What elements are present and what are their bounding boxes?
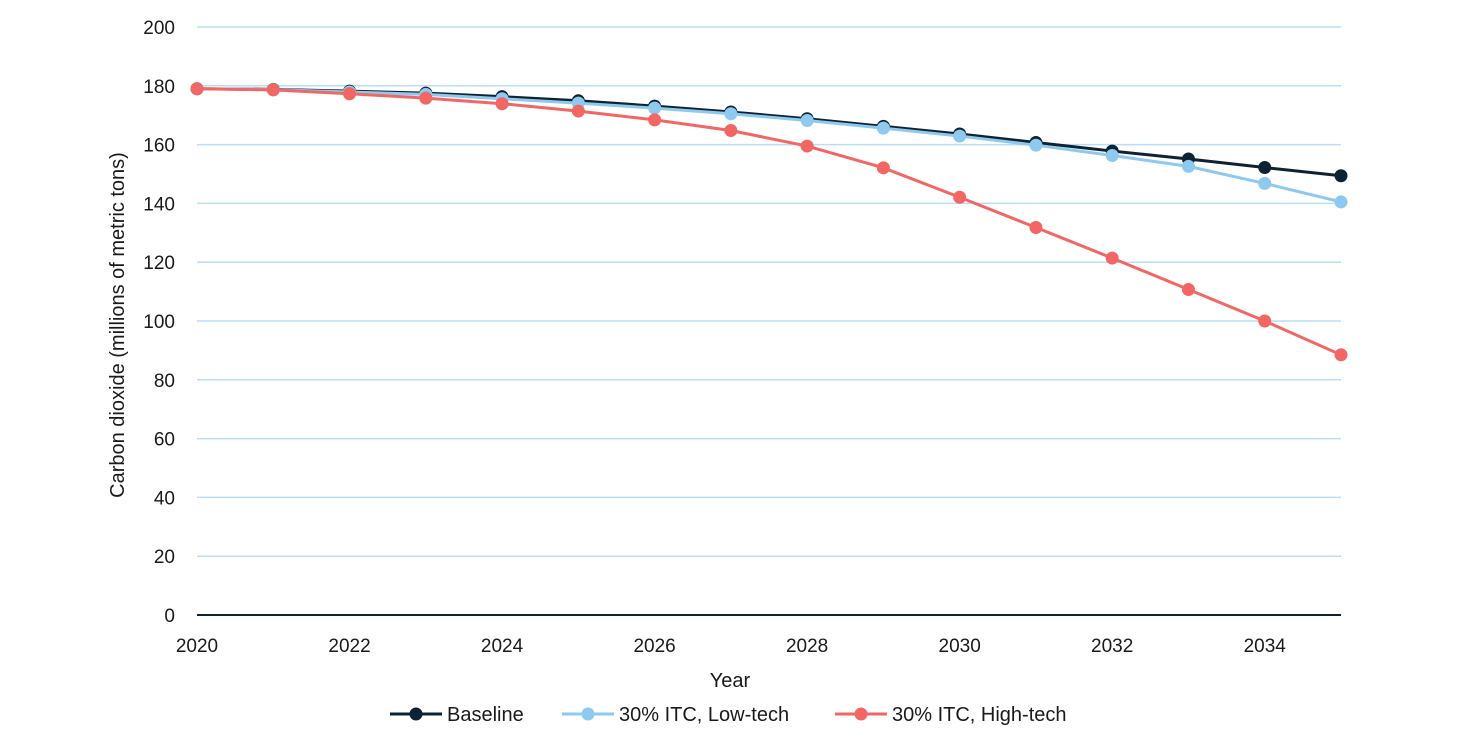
y-tick-label-120: 120 [143, 253, 175, 274]
legend-marker-1 [409, 707, 423, 721]
y-tick-label-0: 0 [164, 606, 175, 627]
y-tick-label-180: 180 [143, 77, 175, 98]
data-point-series2-2027 [724, 107, 738, 121]
x-tick-label-2026: 2026 [633, 636, 675, 657]
y-tick-label-80: 80 [154, 371, 175, 392]
series-line-3 [196, 87, 1342, 357]
y-axis-title: Carbon dioxide (millions of metric tons) [107, 152, 129, 498]
data-point-series3-2035 [1334, 348, 1348, 362]
data-point-series3-2020 [190, 82, 204, 96]
data-point-series3-2030 [953, 190, 967, 204]
data-point-series3-2028 [800, 139, 814, 153]
data-point-series3-2031 [1029, 221, 1043, 235]
data-point-series3-2025 [571, 104, 585, 118]
data-point-series2-2028 [800, 113, 814, 127]
data-point-series3-2029 [876, 161, 890, 175]
data-point-series2-2030 [953, 129, 967, 143]
data-point-series3-2022 [343, 87, 357, 101]
y-tick-label-60: 60 [154, 430, 175, 451]
legend-label-3: 30% ITC, High-tech [892, 704, 1067, 726]
x-tick-label-2030: 2030 [939, 636, 981, 657]
data-point-series3-2021 [266, 83, 280, 97]
y-tick-label-20: 20 [154, 547, 175, 568]
x-tick-label-2020: 2020 [176, 636, 218, 657]
data-point-series3-2023 [419, 91, 433, 105]
legend-label-1: Baseline [447, 704, 524, 726]
y-tick-label-40: 40 [154, 488, 175, 509]
data-point-series3-2033 [1181, 283, 1195, 297]
data-point-series2-2026 [648, 101, 662, 115]
y-tick-label-160: 160 [143, 136, 175, 157]
legend-label-2: 30% ITC, Low-tech [619, 704, 789, 726]
data-point-series1-2034 [1258, 161, 1272, 175]
y-tick-label-100: 100 [143, 312, 175, 333]
data-point-series3-2024 [495, 97, 509, 111]
data-point-series2-2032 [1105, 148, 1119, 162]
data-point-series2-2029 [876, 121, 890, 135]
x-tick-label-2032: 2032 [1091, 636, 1133, 657]
x-tick-label-2028: 2028 [786, 636, 828, 657]
x-tick-label-2022: 2022 [328, 636, 370, 657]
legend-marker-2 [581, 707, 595, 721]
data-point-series3-2026 [648, 113, 662, 127]
y-tick-label-200: 200 [143, 18, 175, 39]
data-point-series3-2027 [724, 123, 738, 137]
x-axis-title: Year [710, 670, 751, 692]
series-line-2 [196, 87, 1342, 204]
data-point-series2-2035 [1334, 195, 1348, 209]
legend-marker-3 [854, 707, 868, 721]
x-tick-label-2024: 2024 [481, 636, 524, 657]
data-point-series2-2033 [1181, 159, 1195, 173]
data-point-series3-2032 [1105, 251, 1119, 265]
data-point-series3-2034 [1258, 314, 1272, 328]
data-point-series1-2035 [1334, 169, 1348, 183]
x-tick-label-2034: 2034 [1244, 636, 1287, 657]
y-tick-label-140: 140 [143, 194, 175, 215]
data-point-series2-2031 [1029, 138, 1043, 152]
data-point-series2-2034 [1258, 176, 1272, 190]
